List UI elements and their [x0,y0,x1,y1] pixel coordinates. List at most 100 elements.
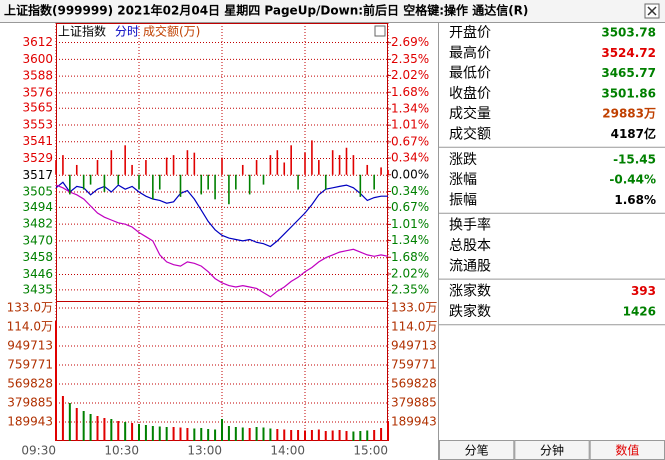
y-tick-label: 569828 [7,377,53,391]
change-bar [158,174,161,190]
volume-bar [297,430,300,441]
change-bar [138,174,140,190]
volume-bar [290,430,293,441]
change-bar [318,160,320,175]
y-tick-label: 3612 [22,35,53,49]
change-bar [221,157,223,175]
quote-label: 成交量 [449,105,491,122]
volume-bar [380,428,383,441]
volume-bar [359,431,362,441]
y-tick-label: 3529 [22,151,53,165]
y-tick-label: 189943 [391,415,437,429]
tab[interactable]: 分钟 [514,440,590,460]
x-tick-label: 14:00 [270,444,305,458]
volume-bar [283,429,286,441]
y-tick-label: 759771 [7,358,53,372]
change-bar [179,174,182,197]
y2-tick-label: 1.68% [391,85,429,99]
volume-bar [55,321,57,441]
quote-label: 涨跌 [449,152,477,168]
title-bar [0,0,665,22]
change-bar [352,155,355,175]
tab[interactable]: 数值 [589,440,665,460]
y-tick-label: 3458 [22,250,53,264]
change-bar [82,174,85,190]
y-tick-label: 3588 [22,69,53,83]
volume-bar [75,408,78,441]
price-line [55,181,388,248]
y-tick-label: 379885 [391,396,437,410]
change-bar [311,140,313,175]
volume-bar [338,430,341,441]
volume-bar [262,427,265,441]
y-tick-label: 3565 [22,101,53,115]
y2-tick-label: 2.69% [391,35,429,49]
volume-bar [110,419,113,441]
change-bar [55,160,57,175]
change-bar [193,152,196,175]
volume-bar [82,411,85,441]
volume-bar [179,427,182,441]
y2-tick-label: 1.34% [391,101,429,115]
close-button[interactable] [644,3,660,19]
x-tick-label: 10:30 [104,444,139,458]
volume-bar [304,430,306,441]
volume-bar [193,428,196,441]
y-tick-label: 133.0万 [7,301,53,315]
legend-title: 上证指数 [58,24,106,39]
change-bar [235,174,237,190]
y2-tick-label: 2.35% [391,283,429,297]
volume-bar [366,430,369,441]
y-tick-label: 949713 [391,339,437,353]
change-bar [373,174,375,190]
y-tick-label: 3470 [22,233,53,247]
volume-bar [276,429,279,441]
change-bar [255,160,258,175]
x-tick-label: 09:30 [21,444,56,458]
volume-bar [68,403,71,441]
change-bar [69,174,71,195]
change-bar [248,174,251,195]
legend-entry: 分时 [115,25,139,39]
change-bar [165,157,168,175]
y2-tick-label: 0.34% [391,151,429,165]
quote-label: 振幅 [449,192,477,208]
volume-bar [221,419,223,441]
change-bar [241,164,244,175]
change-bar [172,155,175,175]
change-bar [331,150,334,175]
volume-bar [207,429,210,441]
y-tick-label: 3576 [22,85,53,99]
volume-bar [214,429,217,441]
change-bar [117,174,120,185]
volume-bar [324,431,327,441]
volume-bar [255,427,258,441]
change-bar [283,162,286,175]
volume-bar [103,418,106,441]
change-bar [366,164,369,175]
volume-bar [172,427,175,441]
change-bar [207,174,209,190]
quote-value: -15.45 [613,152,656,166]
change-bar [338,155,341,175]
volume-bar [61,396,64,441]
y-tick-label: 189943 [7,415,53,429]
change-bar [62,155,64,175]
panel-icon[interactable] [374,25,386,37]
y-tick-label: 114.0万 [7,320,53,334]
quote-label: 跌家数 [449,303,491,320]
quote-label: 涨幅 [449,172,477,188]
quote-label: 收盘价 [449,85,491,102]
tab[interactable]: 分笔 [439,440,515,460]
change-bar [269,155,272,175]
y-tick-label: 3541 [22,134,53,148]
y-tick-label: 949713 [7,339,53,353]
y-tick-label: 3600 [22,52,53,66]
volume-bar [234,427,237,441]
volume-bar [331,430,334,441]
quote-label: 换手率 [449,217,491,234]
y-tick-label: 3446 [22,267,53,281]
volume-bar [248,428,251,441]
y-tick-label: 3505 [22,185,53,199]
quote-value: 29883万 [602,107,656,121]
